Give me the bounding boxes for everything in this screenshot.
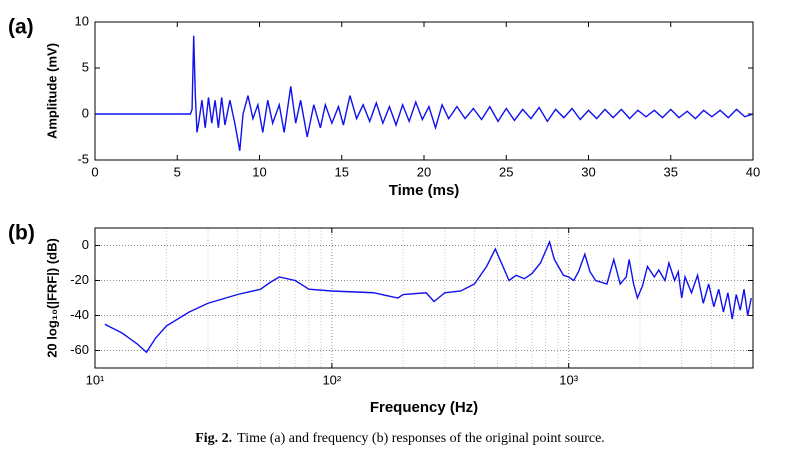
x-tick-label: 30 bbox=[581, 164, 595, 179]
x-tick-label: 35 bbox=[664, 164, 678, 179]
x-tick-label: 15 bbox=[335, 164, 349, 179]
x-tick-label: 10² bbox=[322, 372, 341, 387]
x-axis-label: Time (ms) bbox=[389, 182, 460, 199]
caption-label: Fig. 2. bbox=[195, 431, 232, 446]
x-tick-label: 25 bbox=[499, 164, 513, 179]
x-tick-label: 10 bbox=[252, 164, 266, 179]
plot-area bbox=[95, 22, 753, 160]
y-tick-label: -20 bbox=[70, 272, 89, 287]
panel-label: (b) bbox=[8, 222, 35, 245]
x-axis-label: Frequency (Hz) bbox=[370, 399, 478, 416]
y-tick-label: -40 bbox=[70, 307, 89, 322]
axes-frame bbox=[94, 21, 754, 161]
y-tick-label: 0 bbox=[82, 237, 89, 252]
x-tick-label: 0 bbox=[91, 164, 98, 179]
y-tick-label: -5 bbox=[77, 151, 89, 166]
x-tick-label: 10³ bbox=[559, 372, 578, 387]
y-tick-label: 0 bbox=[82, 105, 89, 120]
x-tick-label: 10¹ bbox=[86, 372, 105, 387]
x-tick-label: 40 bbox=[746, 164, 760, 179]
data-line bbox=[95, 35, 754, 151]
y-axis-label: Amplitude (mV) bbox=[44, 43, 59, 139]
plot-area bbox=[95, 228, 753, 368]
data-line bbox=[104, 239, 752, 354]
x-tick-label: 20 bbox=[417, 164, 431, 179]
caption-text: Time (a) and frequency (b) responses of … bbox=[237, 431, 605, 446]
y-tick-label: -60 bbox=[70, 342, 89, 357]
panel-label: (a) bbox=[8, 16, 34, 39]
y-tick-label: 5 bbox=[82, 59, 89, 74]
y-tick-label: 10 bbox=[75, 13, 89, 28]
x-tick-label: 5 bbox=[174, 164, 181, 179]
y-axis-label: 20 log₁₀(|FRF|) (dB) bbox=[44, 238, 59, 358]
axes-frame bbox=[94, 227, 754, 369]
